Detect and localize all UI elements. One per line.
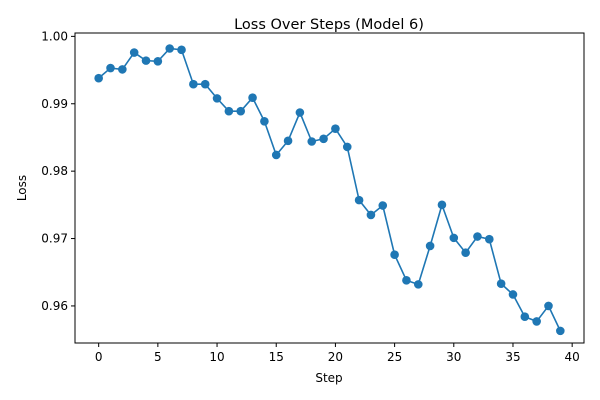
data-point bbox=[473, 232, 482, 241]
data-point bbox=[556, 326, 565, 336]
data-point bbox=[402, 276, 411, 285]
data-point bbox=[331, 124, 340, 133]
data-point bbox=[153, 57, 163, 66]
x-tick-label: 30 bbox=[446, 350, 461, 364]
data-point bbox=[390, 250, 399, 260]
data-point bbox=[437, 200, 447, 210]
x-axis-label: Step bbox=[315, 371, 342, 385]
data-point bbox=[413, 280, 423, 289]
data-point bbox=[129, 48, 139, 57]
data-point bbox=[248, 93, 257, 102]
data-point bbox=[354, 195, 364, 205]
data-point bbox=[319, 134, 328, 144]
plot-area bbox=[74, 32, 585, 344]
data-point bbox=[366, 210, 376, 220]
data-point bbox=[520, 312, 530, 322]
data-point bbox=[508, 290, 518, 299]
data-point bbox=[141, 56, 151, 65]
y-tick-label: 0.99 bbox=[41, 97, 68, 111]
y-tick-label: 0.96 bbox=[41, 299, 68, 313]
data-point bbox=[94, 73, 103, 83]
x-tick-label: 35 bbox=[505, 350, 520, 364]
data-point bbox=[307, 137, 317, 146]
y-tick-label: 0.97 bbox=[41, 232, 68, 246]
data-point bbox=[461, 248, 470, 257]
data-point bbox=[496, 279, 506, 288]
x-tick-label: 40 bbox=[565, 350, 580, 364]
data-point bbox=[224, 106, 234, 116]
data-point bbox=[271, 150, 281, 160]
x-tick-label: 15 bbox=[269, 350, 284, 364]
data-point bbox=[544, 301, 553, 311]
loss-series-line bbox=[98, 47, 562, 332]
y-tick-label: 0.98 bbox=[41, 164, 68, 178]
x-tick-label: 20 bbox=[328, 350, 343, 364]
data-point bbox=[189, 79, 198, 89]
data-point bbox=[425, 241, 435, 251]
data-point bbox=[449, 233, 459, 243]
data-point bbox=[118, 65, 127, 74]
chart-title: Loss Over Steps (Model 6) bbox=[234, 17, 424, 33]
data-point bbox=[200, 79, 210, 89]
x-tick-label: 25 bbox=[387, 350, 402, 364]
data-point bbox=[106, 63, 115, 73]
x-tick-label: 10 bbox=[209, 350, 224, 364]
data-point bbox=[177, 45, 186, 55]
data-point bbox=[342, 142, 352, 152]
y-axis: 0.96 0.97 0.98 0.99 1.00 bbox=[41, 29, 75, 313]
data-point bbox=[378, 201, 388, 210]
data-point bbox=[532, 317, 541, 326]
loss-series-points bbox=[94, 44, 565, 336]
data-point bbox=[283, 136, 293, 146]
data-point bbox=[165, 44, 174, 53]
data-point bbox=[236, 106, 246, 116]
x-tick-label: 0 bbox=[95, 350, 103, 364]
y-axis-label: Loss bbox=[15, 175, 29, 201]
data-point bbox=[295, 108, 305, 117]
data-point bbox=[212, 94, 222, 103]
data-point bbox=[260, 116, 269, 126]
x-tick-label: 5 bbox=[154, 350, 162, 364]
y-tick-label: 1.00 bbox=[41, 29, 68, 43]
data-point bbox=[485, 234, 494, 244]
x-axis: 0 5 10 15 20 25 30 35 40 bbox=[95, 343, 580, 364]
